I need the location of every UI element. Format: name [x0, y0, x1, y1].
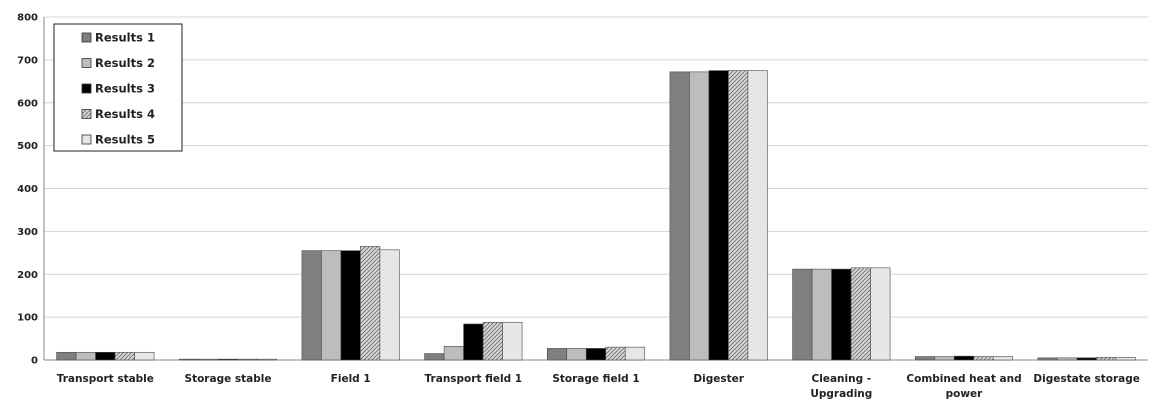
bar-results-1	[301, 250, 322, 361]
bar-results-1	[914, 356, 936, 361]
legend-label: Results 2	[95, 56, 155, 70]
bar-results-1	[669, 71, 690, 361]
bar-results-3	[708, 70, 729, 361]
x-category-label: Transport field 1	[425, 373, 523, 385]
y-tick-label: 700	[17, 55, 38, 66]
bar-results-2	[566, 348, 587, 361]
bar-results-5	[502, 321, 523, 361]
legend-swatch	[81, 58, 92, 68]
x-category-label: Storage field 1	[552, 373, 639, 385]
bar-results-3	[217, 358, 239, 361]
bar-results-2	[198, 358, 219, 361]
bar-results-5	[870, 267, 891, 361]
legend-label: Results 4	[95, 107, 155, 121]
bar-results-5	[256, 358, 278, 361]
bar-results-1	[546, 348, 568, 361]
legend-label: Results 5	[95, 133, 155, 147]
y-tick-label: 500	[17, 141, 38, 152]
bar-results-3	[831, 268, 852, 361]
legend-swatch	[81, 32, 92, 43]
y-tick-label: 200	[17, 270, 38, 281]
bar-results-2	[934, 356, 955, 361]
bar-results-2	[75, 351, 96, 361]
bar-results-3	[340, 250, 361, 361]
legend-label: Results 1	[95, 31, 155, 45]
bar-results-2	[689, 71, 710, 361]
x-category-label: Storage stable	[185, 373, 272, 385]
bar-results-1	[424, 353, 445, 361]
legend: Results 1 Results 2 Results 3 Results 4 Resu…	[53, 23, 183, 152]
bar-results-5	[134, 351, 155, 361]
y-tick-label: 300	[17, 227, 38, 238]
y-tick-label: 0	[31, 356, 38, 367]
bar-results-4	[114, 351, 135, 361]
legend-swatch	[81, 83, 92, 94]
x-category-label: Digestate storage	[1033, 373, 1140, 385]
legend-swatch	[81, 109, 92, 119]
bar-results-4	[360, 246, 381, 361]
x-category-label: Combined heat and power	[906, 373, 1021, 400]
bar-results-3	[953, 355, 975, 361]
bar-results-5	[1115, 357, 1136, 361]
legend-box	[53, 23, 183, 152]
x-category-label: Transport stable	[57, 373, 154, 385]
x-category-label: Field 1	[331, 373, 371, 385]
bar-results-4	[850, 267, 871, 361]
bar-results-5	[624, 346, 646, 361]
gridlines	[44, 16, 1148, 361]
legend-swatch	[81, 134, 92, 145]
x-category-label: Cleaning -Upgrading	[810, 373, 872, 400]
bar-results-2	[811, 268, 832, 361]
y-tick-label: 800	[17, 13, 38, 24]
x-category-label: Digester	[693, 373, 744, 385]
bar-results-5	[747, 70, 768, 361]
y-tick-label: 400	[17, 184, 38, 195]
bar-results-4	[728, 70, 749, 361]
bars	[56, 70, 1136, 361]
bar-results-1	[178, 358, 200, 361]
bar-results-3	[585, 348, 607, 361]
bar-results-4	[482, 321, 503, 361]
bar-results-1	[56, 351, 77, 361]
bar-results-2	[443, 345, 464, 361]
bar-results-1	[792, 268, 813, 361]
bar-results-4	[1096, 357, 1117, 361]
bar-results-2	[321, 250, 342, 361]
bar-results-4	[605, 346, 626, 361]
bar-results-3	[463, 323, 484, 361]
bar-results-5	[379, 249, 400, 361]
bar-results-3	[95, 351, 116, 361]
bar-results-1	[1037, 357, 1058, 361]
bar-results-2	[1057, 357, 1078, 361]
y-tick-label: 100	[17, 313, 38, 324]
bar-results-5	[992, 356, 1014, 361]
labels: 0 100 200 300 400 500 600 700 800 Transport stabl…	[17, 13, 1140, 401]
y-tick-label: 600	[17, 98, 38, 109]
legend-label: Results 3	[95, 82, 155, 96]
bar-results-4	[973, 356, 994, 361]
bar-results-4	[237, 358, 258, 361]
bar-results-3	[1076, 357, 1097, 361]
